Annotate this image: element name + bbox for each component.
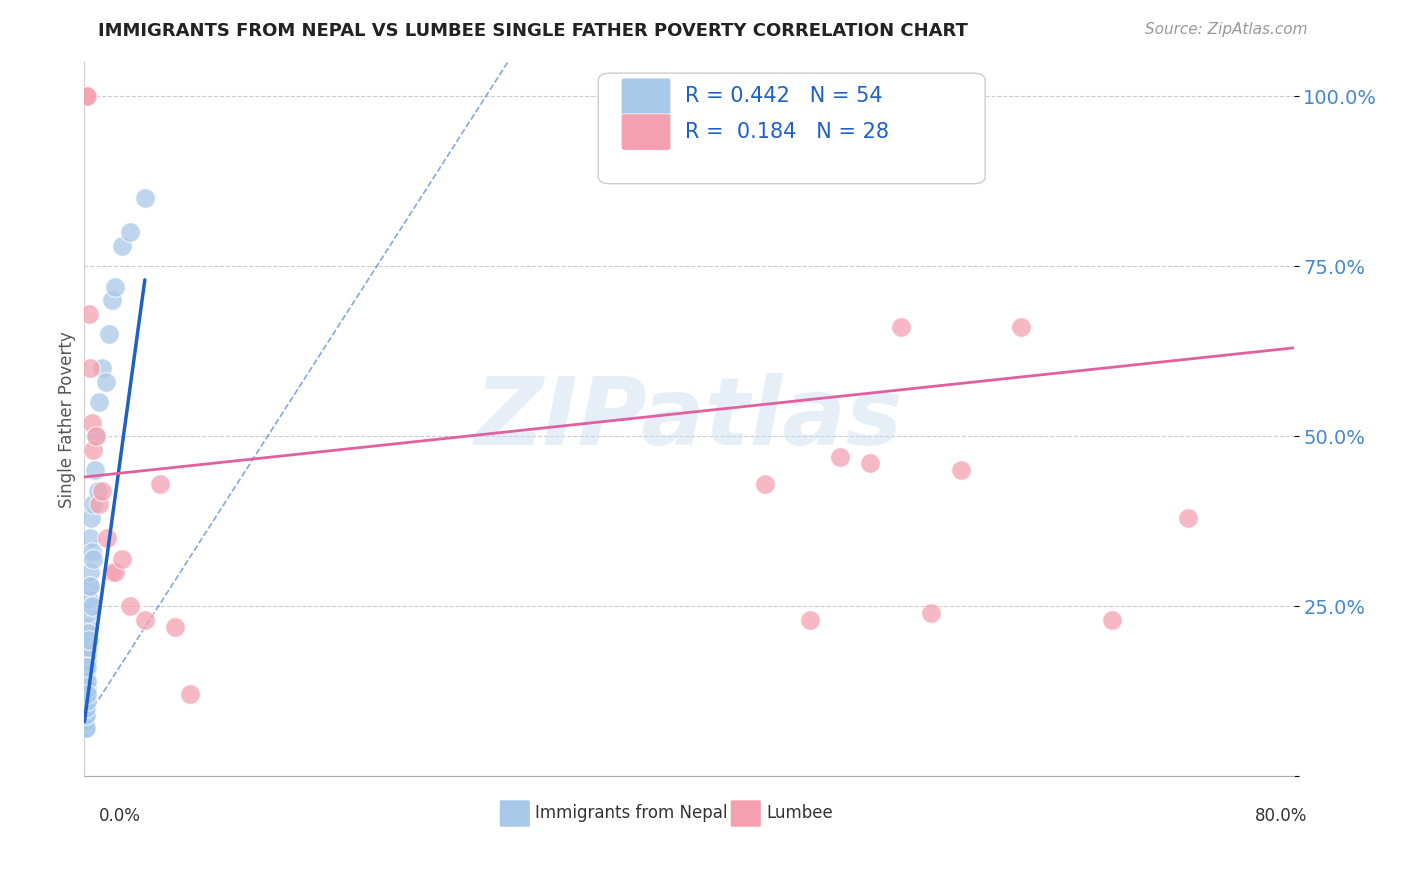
Point	[1101, 613, 1123, 627]
Point	[76, 647, 98, 661]
Point	[118, 225, 141, 239]
Point	[1011, 320, 1033, 334]
Point	[80, 510, 103, 524]
Point	[75, 701, 97, 715]
Point	[100, 293, 122, 308]
Text: R =  0.184   N = 28: R = 0.184 N = 28	[685, 121, 890, 142]
Point	[830, 450, 852, 464]
Point	[76, 660, 98, 674]
Point	[87, 483, 110, 498]
Text: Source: ZipAtlas.com: Source: ZipAtlas.com	[1144, 22, 1308, 37]
Point	[104, 279, 127, 293]
Point	[86, 429, 108, 443]
Point	[82, 497, 104, 511]
Point	[75, 701, 97, 715]
Text: Lumbee: Lumbee	[766, 805, 834, 822]
Point	[799, 613, 821, 627]
Point	[75, 714, 97, 729]
Point	[149, 476, 172, 491]
Point	[165, 619, 187, 633]
Point	[75, 722, 97, 736]
Point	[77, 633, 100, 648]
Point	[76, 633, 98, 648]
Point	[76, 673, 98, 688]
Point	[179, 688, 201, 702]
Point	[76, 653, 98, 667]
Point	[80, 416, 103, 430]
Point	[82, 551, 104, 566]
Text: ZIPatlas: ZIPatlas	[475, 373, 903, 466]
Point	[79, 361, 101, 376]
Point	[75, 681, 97, 695]
Point	[111, 551, 134, 566]
FancyBboxPatch shape	[730, 799, 762, 828]
Point	[94, 375, 117, 389]
Point	[754, 476, 776, 491]
Point	[134, 191, 156, 205]
Point	[890, 320, 912, 334]
Text: 80.0%: 80.0%	[1256, 807, 1308, 825]
Point	[134, 613, 156, 627]
Point	[76, 681, 98, 695]
Point	[75, 688, 97, 702]
Point	[73, 688, 96, 702]
Point	[75, 722, 97, 736]
Point	[75, 688, 97, 702]
FancyBboxPatch shape	[599, 73, 986, 184]
Point	[97, 327, 120, 342]
Point	[79, 565, 101, 579]
FancyBboxPatch shape	[499, 799, 530, 828]
Point	[75, 707, 97, 722]
Point	[920, 606, 942, 620]
Point	[75, 667, 97, 681]
Text: R = 0.442   N = 54: R = 0.442 N = 54	[685, 86, 883, 106]
Point	[77, 579, 100, 593]
Point	[77, 626, 100, 640]
Point	[89, 497, 111, 511]
Point	[76, 619, 98, 633]
Point	[80, 545, 103, 559]
Point	[75, 707, 97, 722]
Point	[859, 457, 882, 471]
Point	[104, 565, 127, 579]
Point	[118, 599, 141, 614]
Point	[76, 660, 98, 674]
Point	[76, 89, 98, 103]
Point	[79, 531, 101, 545]
Point	[80, 599, 103, 614]
Point	[76, 688, 98, 702]
Point	[76, 694, 98, 708]
Point	[96, 531, 118, 545]
Point	[84, 463, 107, 477]
Point	[77, 307, 100, 321]
Point	[82, 442, 104, 457]
Point	[100, 565, 122, 579]
Point	[77, 592, 100, 607]
Point	[91, 361, 114, 376]
Point	[89, 395, 111, 409]
FancyBboxPatch shape	[621, 78, 671, 114]
Point	[75, 722, 97, 736]
Text: 0.0%: 0.0%	[98, 807, 141, 825]
Point	[86, 429, 108, 443]
Point	[1177, 510, 1199, 524]
Point	[75, 714, 97, 729]
Point	[73, 701, 96, 715]
Point	[76, 640, 98, 654]
Text: IMMIGRANTS FROM NEPAL VS LUMBEE SINGLE FATHER POVERTY CORRELATION CHART: IMMIGRANTS FROM NEPAL VS LUMBEE SINGLE F…	[98, 22, 969, 40]
Point	[79, 579, 101, 593]
Point	[950, 463, 973, 477]
Point	[75, 89, 97, 103]
FancyBboxPatch shape	[621, 114, 671, 150]
Point	[91, 483, 114, 498]
Point	[111, 239, 134, 253]
Text: Immigrants from Nepal: Immigrants from Nepal	[536, 805, 728, 822]
Point	[77, 606, 100, 620]
Point	[75, 673, 97, 688]
Y-axis label: Single Father Poverty: Single Father Poverty	[58, 331, 76, 508]
Point	[73, 707, 96, 722]
Point	[75, 694, 97, 708]
